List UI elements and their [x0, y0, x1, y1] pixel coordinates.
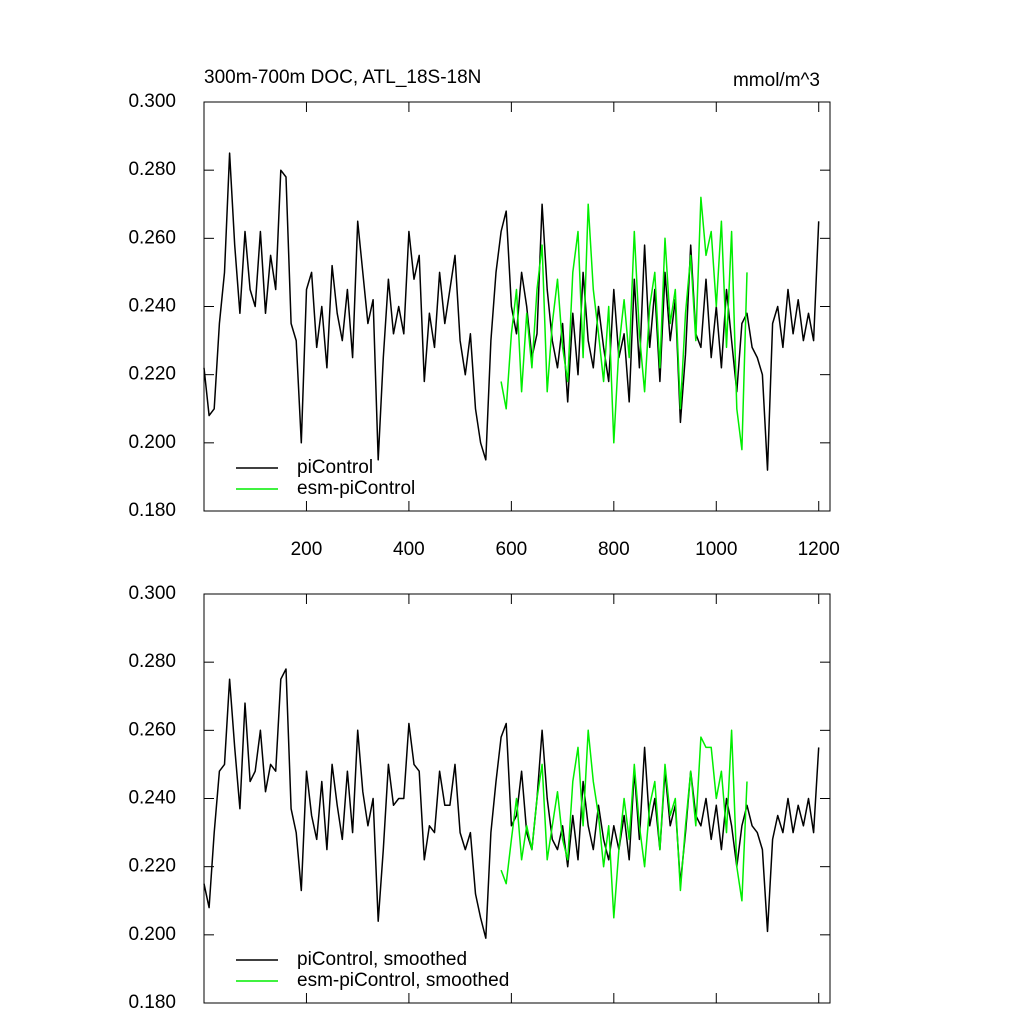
y-tick-label: 0.300: [128, 91, 176, 112]
data-line: [500, 729, 748, 919]
y-tick-label: 0.280: [128, 159, 176, 180]
y-tick-label: 0.220: [128, 856, 176, 877]
y-tick-label: 0.300: [128, 583, 176, 604]
x-tick-label: 400: [393, 539, 425, 560]
x-tick-label: 1000: [695, 539, 737, 560]
x-tick-label: 200: [291, 539, 323, 560]
x-tick-label: 1200: [798, 539, 840, 560]
legend-label: esm-piControl, smoothed: [297, 970, 509, 991]
data-line: [500, 196, 748, 451]
units-label: mmol/m^3: [733, 70, 820, 91]
x-tick-label: 600: [496, 539, 528, 560]
chart-title: 300m-700m DOC, ATL_18S-18N: [204, 67, 481, 88]
y-tick-label: 0.180: [128, 992, 176, 1013]
y-tick-label: 0.260: [128, 227, 176, 248]
y-tick-label: 0.200: [128, 432, 176, 453]
legend-label: piControl, smoothed: [297, 949, 467, 970]
y-tick-label: 0.280: [128, 651, 176, 672]
y-tick-label: 0.200: [128, 924, 176, 945]
y-tick-label: 0.220: [128, 364, 176, 385]
y-tick-label: 0.180: [128, 500, 176, 521]
y-tick-label: 0.240: [128, 296, 176, 317]
x-tick-label: 800: [598, 539, 630, 560]
data-line: [203, 152, 820, 471]
y-tick-label: 0.240: [128, 788, 176, 809]
data-line: [203, 668, 820, 939]
legend-label: esm-piControl: [297, 478, 415, 499]
legend-label: piControl: [297, 457, 373, 478]
y-tick-label: 0.260: [128, 719, 176, 740]
